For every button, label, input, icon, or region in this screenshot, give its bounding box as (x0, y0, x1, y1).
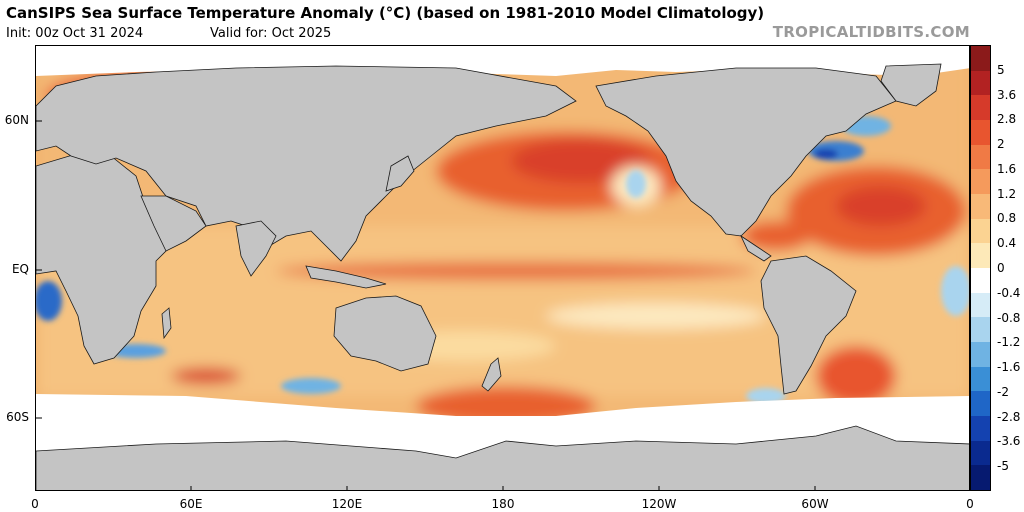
south-america-land (760, 255, 857, 395)
colorbar-segment (971, 268, 990, 293)
africa-land (36, 153, 172, 365)
colorbar-label: 3.6 (997, 87, 1017, 102)
lon-label-60e: 60E (179, 497, 203, 511)
colorbar-label: -2 (997, 384, 1009, 399)
colorbar-segment (971, 366, 990, 392)
colorbar-segment (971, 440, 990, 466)
chart-title: CanSIPS Sea Surface Temperature Anomaly … (6, 4, 765, 22)
colorbar-label: -3.6 (997, 434, 1021, 449)
lon-label-120w: 120W (641, 497, 677, 511)
japan-land (385, 155, 415, 192)
colorbar-segment (971, 292, 990, 318)
lon-label-120e: 120E (331, 497, 363, 511)
colorbar-label: -0.8 (997, 310, 1021, 325)
colorbar-label: -5 (997, 459, 1009, 474)
map-ticks (36, 120, 816, 490)
north-america-land (595, 67, 897, 237)
colorbar-segment (971, 416, 990, 441)
map-canvas (36, 46, 969, 490)
colorbar-segment (971, 194, 990, 219)
colorbar-segment (971, 465, 990, 491)
init-time: Init: 00z Oct 31 2024 (6, 26, 144, 41)
colorbar (970, 45, 991, 491)
colorbar-label: -1.2 (997, 335, 1021, 350)
colorbar-segment (971, 95, 990, 121)
colorbar-segment (971, 243, 990, 269)
colorbar-label: 0 (997, 261, 1005, 275)
lat-label-eq: EQ (11, 262, 29, 276)
sst-anomaly-map (35, 45, 970, 491)
antarctica-land (36, 425, 969, 490)
new-zealand-land (481, 357, 502, 392)
australia-land (333, 295, 437, 372)
lat-label-60s: 60S (6, 410, 29, 424)
colorbar-segment (971, 218, 990, 244)
colorbar-label: 0.4 (997, 236, 1017, 251)
central-america-land (740, 234, 772, 262)
colorbar-label: 5 (997, 62, 1005, 77)
colorbar-segment (971, 391, 990, 417)
colorbar-label: -2.8 (997, 409, 1021, 424)
colorbar-segment (971, 46, 990, 71)
colorbar-label: -0.4 (997, 285, 1021, 300)
colorbar-segment (971, 70, 990, 96)
colorbar-segment (971, 120, 990, 145)
land-masses (36, 63, 969, 490)
colorbar-segment (971, 342, 990, 367)
indonesia-land (305, 265, 387, 289)
eurasia-land (36, 65, 577, 262)
madagascar-land (161, 307, 172, 340)
lon-label-180: 180 (491, 497, 515, 511)
arabia-land (140, 195, 207, 252)
greenland-land (880, 63, 942, 107)
colorbar-segment (971, 317, 990, 343)
india-land (235, 220, 277, 277)
colorbar-label: -1.6 (997, 360, 1021, 375)
colorbar-label: 0.8 (997, 211, 1017, 226)
watermark: TROPICALTIDBITS.COM (772, 23, 970, 41)
lon-label-60w: 60W (801, 497, 829, 511)
colorbar-label: 2 (997, 137, 1005, 152)
lon-label-0-east: 0 (966, 497, 974, 511)
valid-time: Valid for: Oct 2025 (210, 26, 332, 41)
colorbar-segment (971, 169, 990, 195)
colorbar-segment (971, 144, 990, 170)
lon-label-0-west: 0 (31, 497, 39, 511)
colorbar-label: 2.8 (997, 112, 1017, 127)
colorbar-label: 1.6 (997, 161, 1017, 176)
lat-label-60n: 60N (4, 113, 29, 127)
colorbar-label: 1.2 (997, 186, 1017, 201)
